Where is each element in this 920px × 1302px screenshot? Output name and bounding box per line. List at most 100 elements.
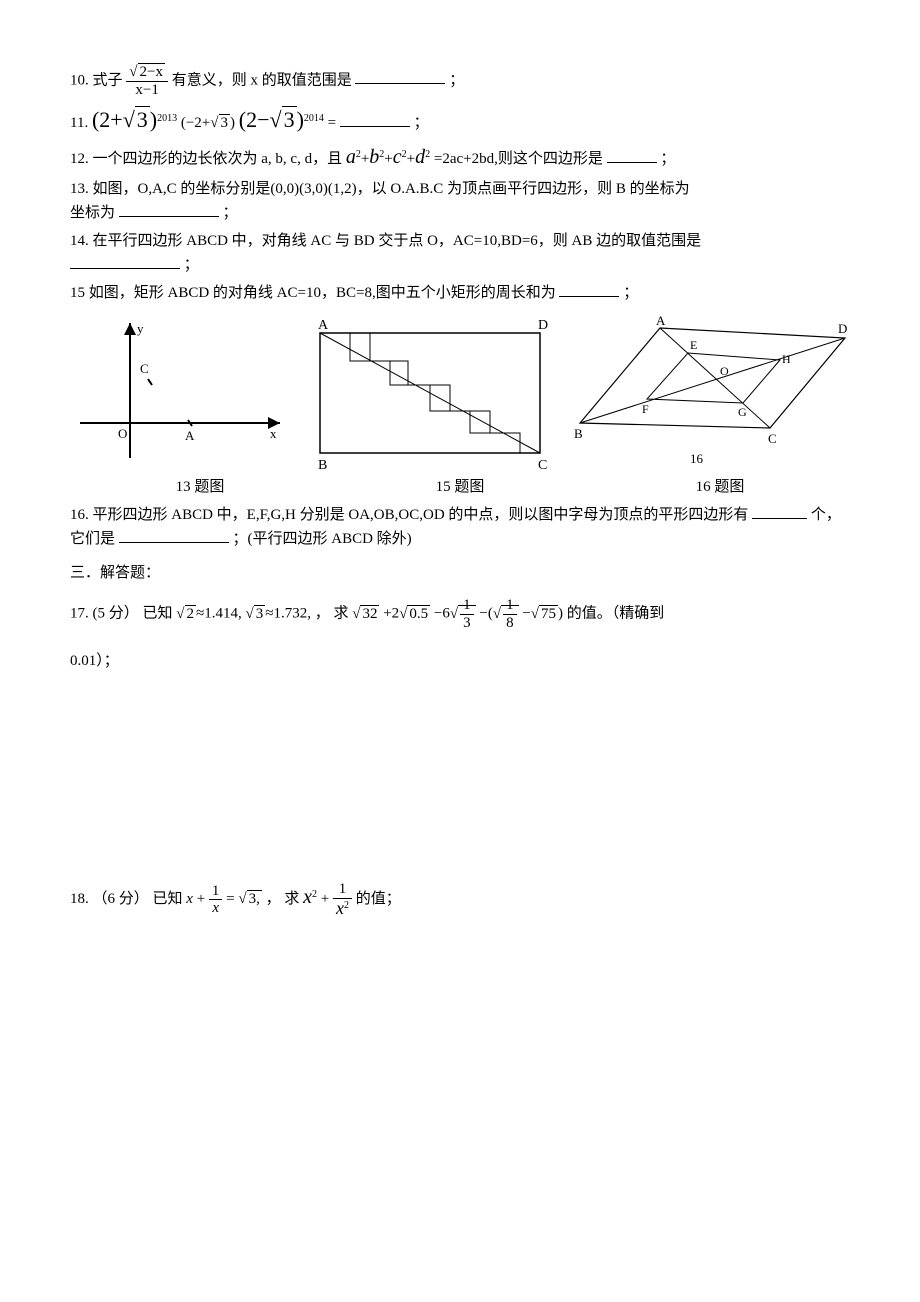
q12-tail: ； [660, 151, 675, 167]
q18-f2dp: 2 [344, 900, 349, 911]
fig16-G: G [738, 405, 747, 419]
q11-b1r: 3 [135, 106, 150, 132]
q12-d: d [415, 146, 425, 168]
q11-blank[interactable] [340, 111, 410, 127]
fig13-caption: 13 题图 [176, 475, 225, 499]
q17-t1: 已知 [143, 606, 173, 622]
question-17: 17. (5 分） 已知 2≈1.414, 3≈1.732, ， 求 32 +2… [70, 597, 850, 631]
q17-comma: ， [315, 606, 330, 622]
fig15-caption: 15 题图 [436, 475, 485, 499]
q12-p3: + [407, 151, 415, 167]
q17-m: −( [479, 606, 492, 622]
q17-m2: − [522, 606, 530, 622]
q17-f2n: 1 [503, 597, 517, 615]
question-15: 15 如图，矩形 ABCD 的对角线 AC=10，BC=8,图中五个小矩形的周长… [70, 281, 850, 305]
fig13-x: x [270, 426, 277, 441]
q13-tail: ； [223, 205, 238, 221]
q17-a1r: ≈1.414, [196, 606, 242, 622]
q18-r: 3, [247, 890, 262, 907]
q13-blank[interactable] [119, 201, 219, 217]
q18-f1d: x [209, 900, 223, 917]
q17-plus: +2 [383, 606, 399, 622]
fig16-D: D [838, 321, 847, 336]
q11-exp1: 2013 [157, 113, 177, 124]
q11-m1c: ) [230, 115, 235, 131]
q16-blank2[interactable] [119, 527, 229, 543]
fig13-y: y [137, 321, 144, 336]
q12-num: 12. [70, 151, 89, 167]
figure-row: y x O A C A D B C A D B C E H F G O [70, 313, 850, 473]
q12-p2: + [384, 151, 392, 167]
fig15-svg: A D B C [300, 313, 560, 473]
q18-p2: 2 [312, 889, 317, 900]
question-12: 12. 一个四边形的边长依次为 a, b, c, d，且 a2+b2+c2+d2… [70, 141, 850, 173]
q11-b2c: ) [297, 107, 304, 132]
q18-plus: + [197, 891, 205, 907]
q18-qiu: 求 [284, 891, 299, 907]
q10-fraction: 2−x x−1 [126, 64, 168, 98]
fig16-svg: A D B C E H F G O 16 [570, 313, 850, 473]
fig16-C: C [768, 431, 777, 446]
q17-num: 17. [70, 606, 89, 622]
q10-prefix: 式子 [93, 72, 123, 88]
q16-blank1[interactable] [752, 503, 807, 519]
q17-m6: −6 [434, 606, 450, 622]
q17-a1l: 2 [185, 605, 197, 622]
question-16: 16. 平形四边形 ABCD 中，E,F,G,H 分别是 OA,OB,OC,OD… [70, 503, 850, 551]
q10-mid: 有意义，则 x 的取值范围是 [172, 72, 352, 88]
q17-t2: 的值。（精确到 [567, 606, 665, 622]
q17-f1d: 3 [460, 615, 474, 632]
q14-tail: ； [184, 257, 199, 273]
q12-pd: 2 [425, 149, 430, 160]
section-3-heading: 三．解答题： [70, 561, 850, 585]
q17-qiu: 求 [333, 606, 348, 622]
q15-blank[interactable] [559, 281, 619, 297]
q15-t1: 如图，矩形 ABCD 的对角线 AC=10，BC=8,图中五个小矩形的周长和为 [89, 285, 556, 301]
q18-x: x [186, 891, 193, 907]
q17-a2l: 3 [254, 605, 266, 622]
q11-eq: = [328, 115, 336, 131]
fig16-O: O [720, 364, 729, 378]
q10-blank[interactable] [355, 68, 445, 84]
fig13-svg: y x O A C [70, 313, 290, 463]
q17-pts: (5 分） [93, 606, 139, 622]
fig16-F: F [642, 402, 649, 416]
q17-line2: 0.01）； [70, 649, 850, 673]
question-10: 10. 式子 2−x x−1 有意义，则 x 的取值范围是 ； [70, 64, 850, 98]
work-space-17 [70, 677, 850, 877]
q17-e1: 32 [360, 605, 379, 622]
q14-blank[interactable] [70, 253, 180, 269]
question-14: 14. 在平行四边形 ABCD 中，对角线 AC 与 BD 交于点 O，AC=1… [70, 229, 850, 277]
q17-f1n: 1 [460, 597, 474, 615]
q11-num: 11. [70, 115, 88, 131]
q12-t1: 一个四边形的边长依次为 a, b, c, d，且 [93, 151, 343, 167]
fig16-H: H [782, 352, 791, 366]
fig16-E: E [690, 338, 697, 352]
q18-x2: x [303, 886, 312, 908]
fig15-A: A [318, 318, 329, 333]
q17-e3: 75 [539, 605, 558, 622]
q12-a: a [346, 146, 356, 168]
q11-exp2: 2014 [304, 113, 324, 124]
fig13-O: O [118, 426, 127, 441]
q10-num: 10. [70, 72, 89, 88]
question-18: 18. （6 分） 已知 x + 1x = 3, ， 求 x2 + 1x2 的值… [70, 881, 850, 918]
q12-t2: =2ac+2bd,则这个四边形是 [434, 151, 603, 167]
q17-f2d: 8 [503, 615, 517, 632]
q13-num: 13. [70, 181, 89, 197]
q12-b: b [369, 146, 379, 168]
q18-t1: 已知 [153, 891, 183, 907]
question-13: 13. 如图，O,A,C 的坐标分别是(0,0)(3,0)(1,2)，以 O.A… [70, 177, 850, 225]
q17-e2: 0.5 [407, 605, 430, 622]
fig15-D: D [538, 318, 548, 333]
q18-num: 18. [70, 891, 89, 907]
fig13-A: A [185, 428, 195, 443]
q15-tail: ； [623, 285, 638, 301]
fig16-small: 16 [690, 451, 704, 466]
fig16-A: A [656, 313, 666, 328]
q14-t1: 在平行四边形 ABCD 中，对角线 AC 与 BD 交于点 O，AC=10,BD… [93, 233, 702, 249]
q17-t3: 0.01）； [70, 653, 119, 669]
q12-blank[interactable] [607, 147, 657, 163]
q15-num: 15 [70, 285, 85, 301]
q18-f2dx: x [336, 898, 344, 918]
